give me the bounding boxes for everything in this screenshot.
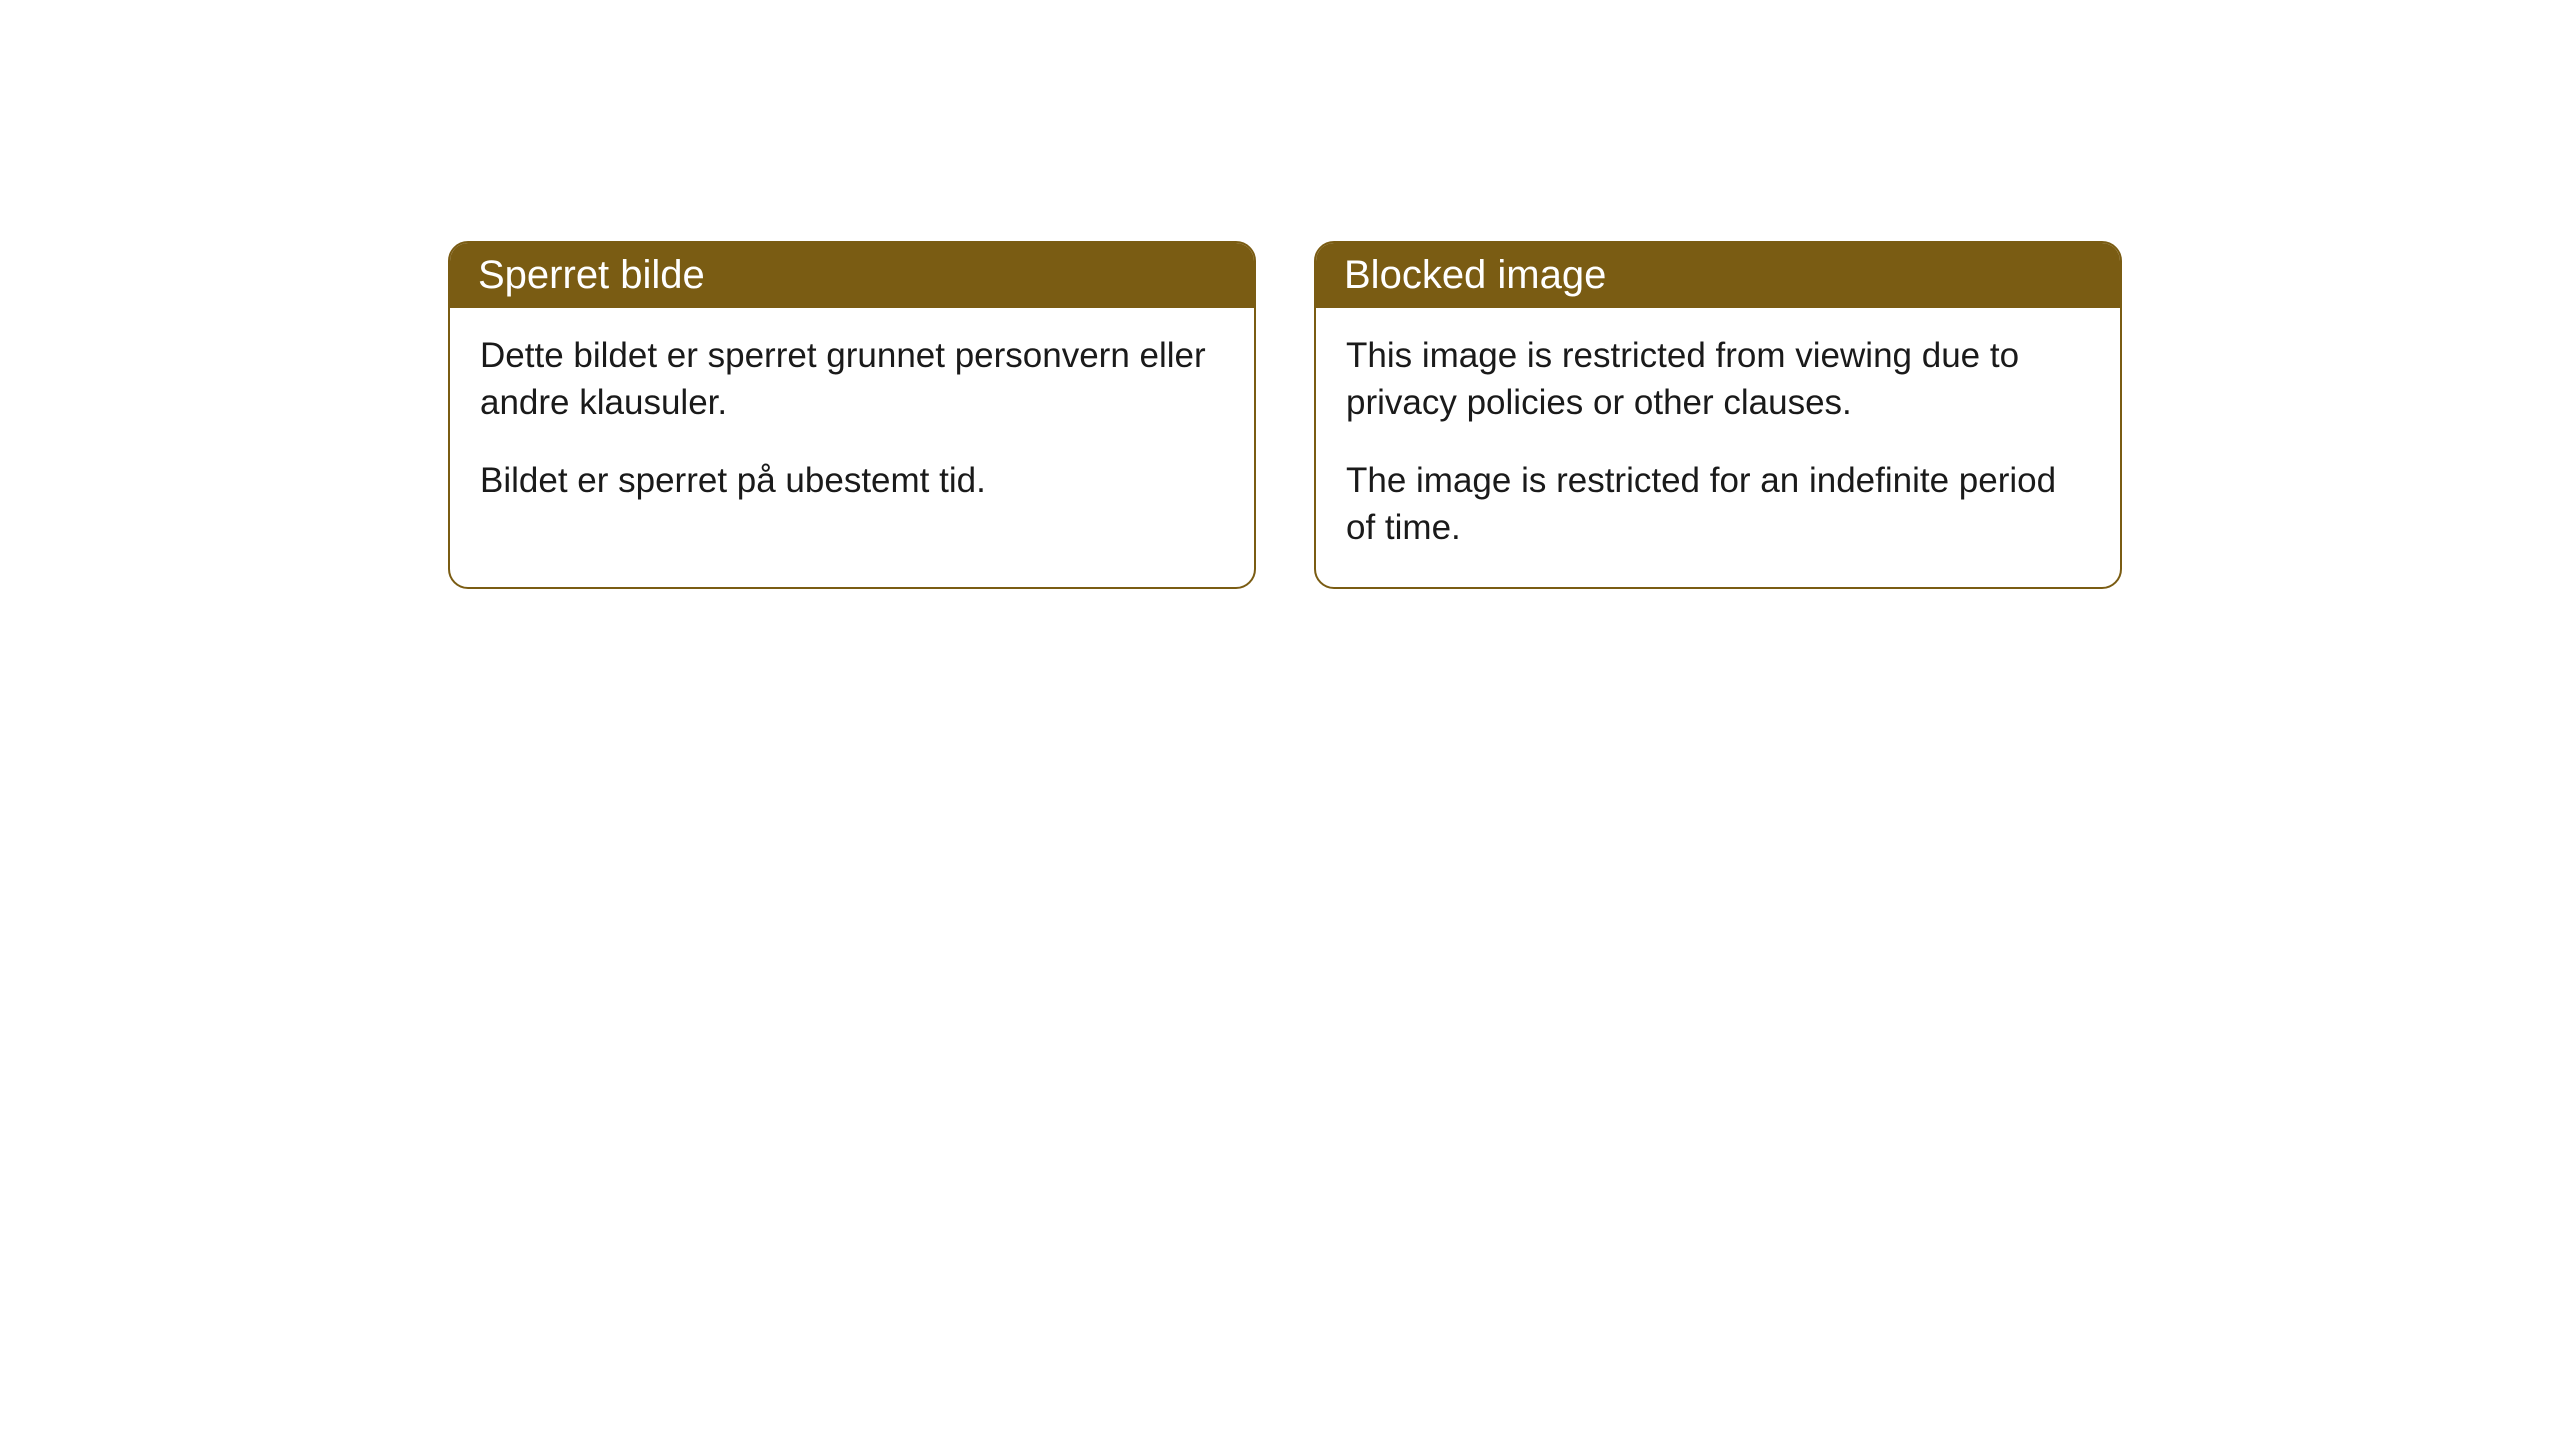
- card-paragraph-2-no: Bildet er sperret på ubestemt tid.: [480, 457, 1224, 504]
- card-body-en: This image is restricted from viewing du…: [1316, 308, 2120, 587]
- notice-container: Sperret bilde Dette bildet er sperret gr…: [0, 0, 2560, 589]
- card-paragraph-1-en: This image is restricted from viewing du…: [1346, 332, 2090, 427]
- blocked-image-card-no: Sperret bilde Dette bildet er sperret gr…: [448, 241, 1256, 589]
- card-paragraph-2-en: The image is restricted for an indefinit…: [1346, 457, 2090, 552]
- card-header-no: Sperret bilde: [450, 243, 1254, 308]
- blocked-image-card-en: Blocked image This image is restricted f…: [1314, 241, 2122, 589]
- card-header-en: Blocked image: [1316, 243, 2120, 308]
- card-body-no: Dette bildet er sperret grunnet personve…: [450, 308, 1254, 540]
- card-paragraph-1-no: Dette bildet er sperret grunnet personve…: [480, 332, 1224, 427]
